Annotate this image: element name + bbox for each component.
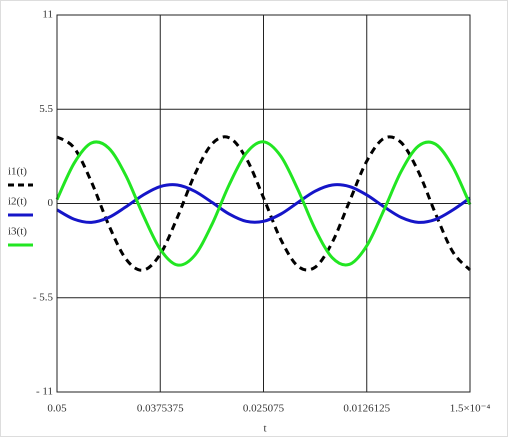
x-tick-label: 1.5×10⁻⁴ <box>450 403 491 415</box>
series-line <box>56 183 471 224</box>
legend-label: i1(t) <box>8 166 27 178</box>
x-axis-label: t <box>263 423 266 435</box>
legend-label: i2(t) <box>8 196 27 208</box>
series-line <box>56 135 472 272</box>
y-tick-label: 11 <box>42 9 53 21</box>
x-tick-label: 0.0126125 <box>343 403 390 415</box>
y-tick-label: - 5.5 <box>33 291 54 303</box>
x-tick-label: 0.05 <box>47 403 67 415</box>
legend-label: i3(t) <box>8 226 27 238</box>
series-line <box>55 140 472 267</box>
x-tick-label: 0.0375375 <box>137 403 184 415</box>
y-tick-label: - 11 <box>36 386 53 398</box>
plot-border <box>56 14 471 393</box>
x-tick-label: 0.025075 <box>243 403 285 415</box>
y-tick-label: 0 <box>48 197 54 209</box>
y-tick-label: 5.5 <box>39 103 53 115</box>
